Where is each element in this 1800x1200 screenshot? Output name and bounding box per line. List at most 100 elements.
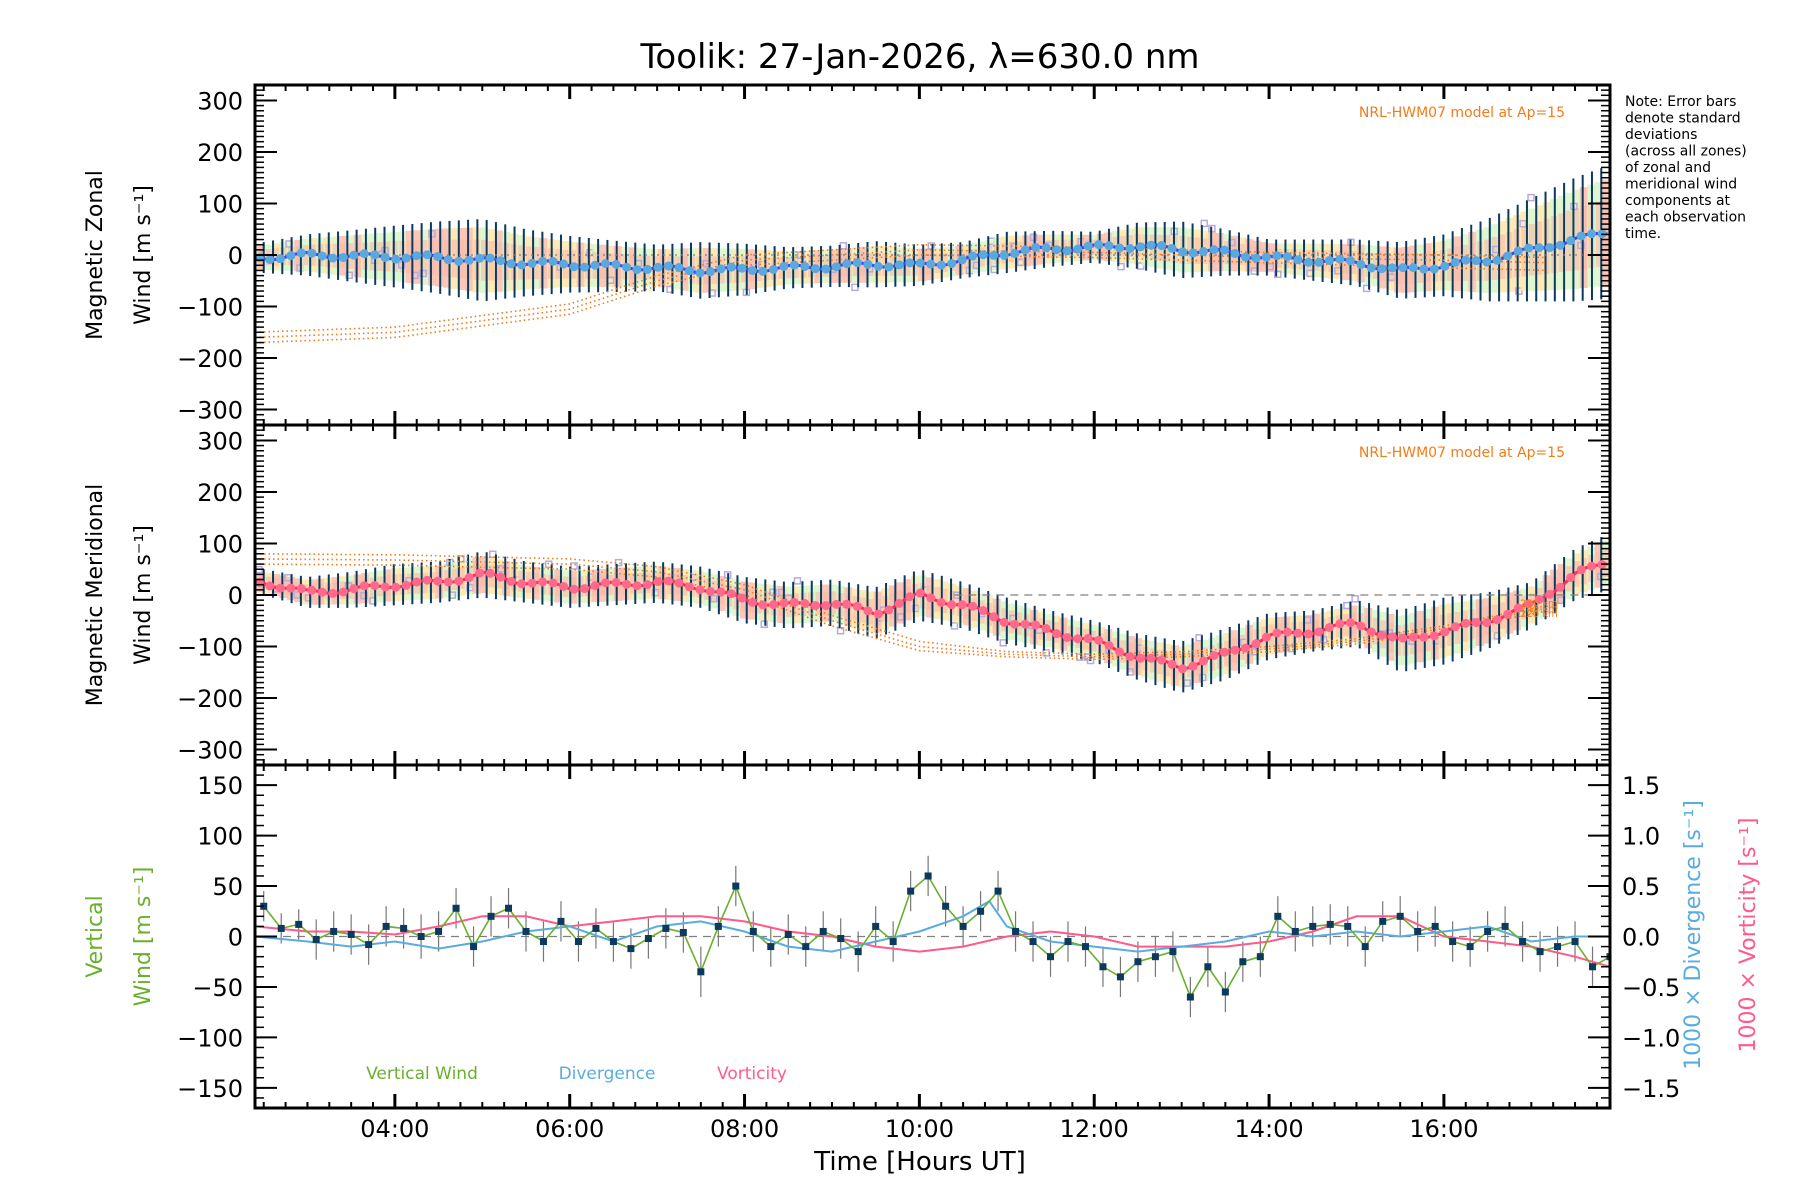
- vertical-wind-marker: [627, 945, 635, 953]
- vertical-wind-marker: [1116, 973, 1124, 981]
- mean-marker: [1219, 647, 1229, 657]
- mean-marker: [1115, 647, 1125, 657]
- note-line: of zonal and: [1625, 160, 1711, 176]
- mean-marker: [1178, 664, 1188, 674]
- zone-band: [429, 572, 436, 593]
- mean-marker: [1440, 627, 1450, 637]
- zone-band: [607, 253, 614, 280]
- mean-marker: [936, 597, 946, 607]
- mean-marker: [601, 259, 611, 269]
- mean-marker: [884, 605, 894, 615]
- mean-marker: [947, 259, 957, 269]
- mean-marker: [810, 264, 820, 274]
- model-label: NRL-HWM07 model at Ap=15: [1359, 105, 1565, 121]
- zone-sample-marker: [1527, 193, 1535, 202]
- mean-marker: [1240, 643, 1250, 653]
- zone-band: [755, 256, 762, 281]
- mean-marker: [1482, 257, 1492, 267]
- vertical-wind-marker: [697, 968, 705, 976]
- zone-sample-marker: [1351, 595, 1359, 603]
- mean-marker: [1020, 245, 1030, 255]
- zone-sample-marker: [839, 242, 848, 250]
- mean-marker: [265, 581, 275, 591]
- mean-marker: [842, 259, 852, 269]
- mean-marker: [401, 580, 411, 590]
- mean-marker: [1387, 632, 1397, 642]
- mean-marker: [1136, 242, 1146, 252]
- zone-sample-marker: [397, 261, 406, 269]
- legend-entry: Divergence: [559, 1064, 656, 1084]
- mean-marker: [485, 253, 495, 263]
- mean-marker: [1062, 246, 1072, 256]
- plot-area: [255, 855, 1610, 1018]
- y2-tick-label: 1.0: [1622, 823, 1660, 851]
- mean-marker: [317, 251, 327, 261]
- y-axis-label-line2: Wind [m s⁻¹]: [131, 867, 156, 1007]
- vertical-wind-marker: [365, 941, 373, 949]
- mean-marker: [1345, 256, 1355, 266]
- mean-marker: [1178, 247, 1188, 257]
- x-axis-label: Time [Hours UT]: [813, 1147, 1026, 1177]
- vertical-wind-marker: [1256, 953, 1264, 961]
- vertical-wind-marker: [1589, 963, 1597, 971]
- y2-tick-label: −0.5: [1622, 974, 1680, 1002]
- mean-marker: [1471, 256, 1481, 266]
- mean-marker: [1083, 634, 1093, 644]
- mean-marker: [380, 582, 390, 592]
- mean-marker: [926, 259, 936, 269]
- mean-marker: [1314, 257, 1324, 267]
- vertical-wind-marker: [1012, 927, 1020, 935]
- y2-tick-label: −1.5: [1622, 1075, 1680, 1103]
- figure-title: Toolik: 27-Jan-2026, λ=630.0 nm: [639, 37, 1199, 77]
- vertical-wind-marker: [1379, 917, 1387, 925]
- zone-band: [629, 254, 636, 280]
- mean-marker: [1293, 255, 1303, 265]
- mean-marker: [580, 584, 590, 594]
- mean-marker: [1524, 599, 1534, 609]
- mean-marker: [1020, 619, 1030, 629]
- mean-marker: [443, 577, 453, 587]
- mean-marker: [737, 593, 747, 603]
- x-tick-label: 04:00: [360, 1115, 429, 1143]
- mean-marker: [1503, 609, 1513, 619]
- mean-marker: [1219, 245, 1229, 255]
- mean-marker: [538, 577, 548, 587]
- zone-band: [1060, 623, 1067, 645]
- zone-band: [1038, 618, 1045, 640]
- vertical-wind-marker: [1064, 938, 1072, 946]
- vertical-wind-marker: [714, 922, 722, 930]
- mean-marker: [1387, 263, 1397, 273]
- model-curve: [255, 243, 1545, 334]
- mean-marker: [412, 251, 422, 261]
- note-line: deviations: [1625, 127, 1697, 143]
- y-tick-label: 300: [197, 427, 243, 455]
- mean-marker: [475, 253, 485, 263]
- plot-area: [255, 537, 1610, 693]
- vertical-wind-marker: [505, 904, 513, 912]
- mean-marker: [1461, 618, 1471, 628]
- mean-marker: [622, 262, 632, 272]
- mean-marker: [1041, 624, 1051, 634]
- mean-marker: [611, 577, 621, 587]
- y-axis-label-line1: Magnetic Meridional: [83, 484, 108, 706]
- vertical-wind-marker: [1466, 943, 1474, 951]
- mean-marker: [559, 259, 569, 269]
- x-tick-label: 16:00: [1409, 1115, 1478, 1143]
- y-tick-label: 0: [228, 582, 243, 610]
- mean-marker: [1587, 229, 1597, 239]
- zone-band: [481, 239, 488, 281]
- mean-marker: [1010, 248, 1020, 258]
- mean-marker: [1408, 632, 1418, 642]
- mean-marker: [401, 253, 411, 263]
- mean-marker: [1094, 635, 1104, 645]
- mean-marker: [768, 600, 778, 610]
- mean-marker: [1482, 618, 1492, 628]
- zone-band: [1499, 602, 1506, 629]
- vertical-wind-marker: [312, 936, 320, 944]
- zone-band: [1395, 625, 1402, 656]
- mean-marker: [485, 568, 495, 578]
- mean-marker: [1167, 659, 1177, 669]
- zone-sample-marker: [851, 283, 859, 292]
- zone-band: [577, 250, 584, 279]
- zone-sample-marker: [360, 591, 368, 600]
